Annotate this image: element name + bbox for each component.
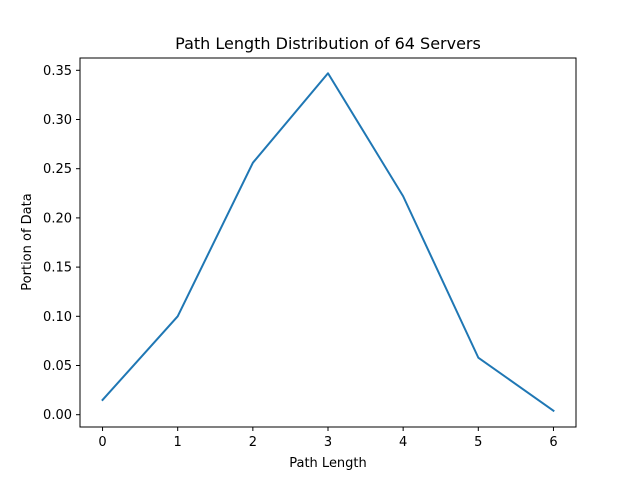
y-tick-label: 0.05 <box>43 359 72 374</box>
plot-area: 0 1 2 3 4 5 6 0.00 0.05 0.10 0.15 0.20 0.25 0.30 0.35 <box>43 57 577 450</box>
y-tick-label: 0.25 <box>43 162 72 177</box>
x-tick-label: 6 <box>549 435 557 450</box>
y-tick-label: 0.15 <box>43 261 72 276</box>
y-axis-label: Portion of Data <box>20 193 35 290</box>
x-tick-label: 2 <box>249 435 257 450</box>
y-tick-label: 0.00 <box>43 408 72 423</box>
x-axis-label: Path Length <box>289 456 367 471</box>
chart-title: Path Length Distribution of 64 Servers <box>175 34 481 53</box>
x-tick-label: 3 <box>324 435 332 450</box>
series-line-0 <box>101 72 555 413</box>
y-tick-label: 0.10 <box>43 310 72 325</box>
plot-frame <box>79 57 577 428</box>
y-tick-label: 0.35 <box>43 64 72 79</box>
x-tick-label: 0 <box>98 435 106 450</box>
y-tick-label: 0.30 <box>43 113 72 128</box>
y-tick-label: 0.20 <box>43 211 72 226</box>
x-tick-label: 4 <box>399 435 407 450</box>
x-tick-label: 5 <box>474 435 482 450</box>
x-tick-label: 1 <box>174 435 182 450</box>
